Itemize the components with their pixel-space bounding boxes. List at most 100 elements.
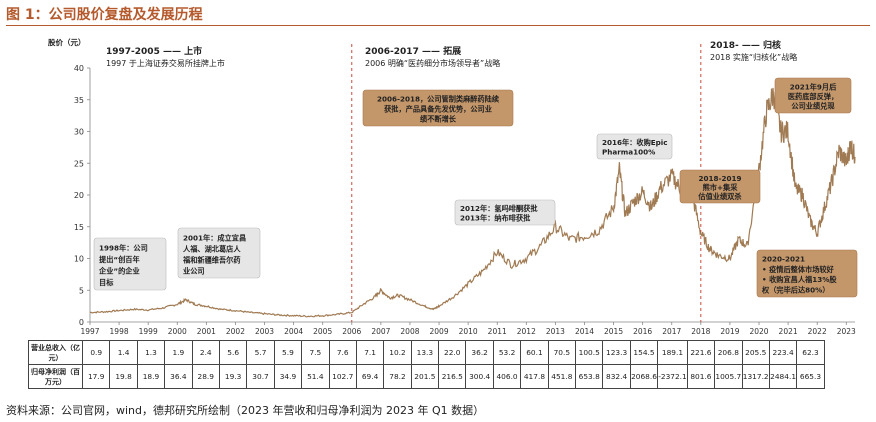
revenue-cell: 1.4: [109, 340, 138, 365]
profit-cell: 665.3: [796, 364, 825, 389]
x-tick-label: 2000: [168, 327, 187, 336]
revenue-cell: 5.9: [273, 340, 303, 365]
annotation-text: • 疫情后整体市场较好: [762, 265, 835, 274]
profit-cell: 19.8: [109, 364, 138, 389]
revenue-cell: 62.3: [796, 340, 825, 365]
x-axis: 1997 1998 1999 2000 2001 2002 2003 2004 2005 2006…: [80, 321, 856, 336]
profit-cell: 28.9: [191, 364, 220, 389]
annotation-background: [454, 199, 556, 226]
profit-cell: 34.9: [273, 364, 303, 389]
annotation-text: 医药底部反弹，: [788, 92, 838, 101]
y-axis-label: 股价（元）: [48, 37, 86, 47]
annotation-text: 1998年：公司: [99, 244, 148, 253]
phase-description: 1997 于上海证券交易所挂牌上市: [106, 58, 225, 68]
source-note: 资料来源：公司官网，wind，德邦研究所绘制（2023 年营收和归母净利润为 2…: [6, 404, 485, 417]
profit-cell: 406.0: [492, 364, 522, 389]
x-tick-label: 2022: [808, 327, 827, 336]
revenue-cell: 205.5: [741, 340, 770, 365]
annotation-text: 2001年：成立宜昌: [183, 233, 246, 242]
revenue-cell: 2.4: [191, 340, 220, 365]
profit-cell: 417.8: [520, 364, 549, 389]
table-row-revenue: 营业总收入（亿元） 0.9 1.4 1.3 1.9 2.4 5.6 5.7 5.9 7.5 7.6…: [28, 340, 825, 365]
x-tick-label: 2008: [400, 327, 419, 336]
annotation-background: [596, 133, 673, 160]
revenue-cell: 221.6: [686, 340, 716, 365]
y-tick-label: 30: [74, 128, 84, 137]
revenue-cell: 123.3: [602, 340, 631, 365]
annotation-text: 2006-2018，公司管制类麻醉药陆续: [377, 95, 500, 104]
annotations: 1998年：公司提出“创百年企业”的企业目标2001年：成立宜昌人福、湖北葛店人…: [93, 77, 858, 298]
x-tick-label: 2023: [837, 327, 856, 336]
profit-cell: 801.6: [686, 364, 716, 389]
table-row-profit: 归母净利润（百万元） 17.9 19.8 18.9 36.4 28.9 19.3 30.7 3…: [28, 364, 825, 389]
annotation-text: 绩不断增长: [420, 115, 457, 124]
profit-cell: 201.5: [410, 364, 440, 389]
revenue-cell: 206.8: [714, 340, 743, 365]
annotation-text: 权（完毕后达80%）: [761, 285, 830, 294]
annotation-text: Pharma100%: [602, 148, 655, 157]
phase-dividers: [351, 44, 702, 322]
financial-table: 营业总收入（亿元） 0.9 1.4 1.3 1.9 2.4 5.6 5.7 5.9 7.5 7.6…: [28, 340, 825, 389]
revenue-cell: 70.5: [547, 340, 577, 365]
y-tick-label: 10: [74, 255, 84, 264]
annotation-text: 熊市+集采: [703, 183, 739, 192]
x-tick-label: 2006: [342, 327, 361, 336]
annotation-text: 2016年：收购Epic: [602, 138, 668, 147]
profit-cell: 78.2: [383, 364, 412, 389]
revenue-cell: 100.5: [575, 340, 604, 365]
profit-cell: -2372.1: [657, 364, 688, 389]
revenue-cell: 1.9: [164, 340, 193, 365]
y-tick-label: 25: [74, 159, 84, 168]
x-tick-label: 1997: [80, 327, 99, 336]
y-tick-label: 15: [74, 223, 84, 232]
annotation-text: 2018-2019: [699, 174, 742, 183]
y-tick-label: 20: [74, 191, 84, 200]
profit-cell: 832.4: [602, 364, 631, 389]
profit-cell: 51.4: [301, 364, 330, 389]
stock-price-chart: 股价（元） 0 5 10 15 20 25 30 35 40 1997 1998 1999 2000 2…: [48, 37, 858, 336]
profit-cell: 30.7: [246, 364, 275, 389]
profit-cell: 19.3: [218, 364, 248, 389]
y-tick-label: 40: [74, 64, 84, 73]
profit-cell: 18.9: [136, 364, 166, 389]
title-divider: [6, 25, 870, 26]
x-tick-label: 2017: [662, 327, 681, 336]
revenue-cell: 7.5: [301, 340, 330, 365]
annotation-text: 福和新疆维吾尔药: [182, 255, 241, 264]
revenue-cell: 13.3: [410, 340, 440, 365]
profit-cell: 102.7: [328, 364, 357, 389]
x-tick-label: 2018: [691, 327, 710, 336]
annotation-text: 公司业绩兑现: [791, 102, 835, 111]
annotation-text: 获批，产品具备先发优势，公司业: [383, 105, 492, 114]
x-tick-label: 2015: [604, 327, 623, 336]
x-tick-label: 1998: [110, 327, 129, 336]
x-tick-label: 2021: [779, 327, 798, 336]
annotation-background: [93, 237, 167, 291]
x-tick-label: 2016: [633, 327, 652, 336]
profit-cell: 36.4: [164, 364, 193, 389]
revenue-cell: 5.6: [218, 340, 248, 365]
x-tick-label: 2002: [226, 327, 245, 336]
revenue-cell: 60.1: [520, 340, 549, 365]
annotation-background: [756, 249, 858, 298]
revenue-cell: 7.1: [355, 340, 385, 365]
x-tick-label: 2009: [430, 327, 449, 336]
annotation-background: [679, 169, 761, 204]
revenue-cell: 10.2: [383, 340, 412, 365]
x-tick-label: 2003: [255, 327, 274, 336]
profit-cell: 653.8: [575, 364, 604, 389]
revenue-cell: 1.3: [136, 340, 166, 365]
annotation-text: 2013年：纳布啡获批: [460, 214, 531, 223]
y-tick-label: 35: [74, 96, 84, 105]
profit-cell: 2484.1: [768, 364, 798, 389]
x-tick-label: 2011: [488, 327, 507, 336]
profit-cell: 69.4: [355, 364, 385, 389]
annotation-text: 2012年：氢吗啡酮获批: [460, 204, 538, 213]
annotation-text: 企业”的企业: [98, 267, 140, 276]
x-tick-label: 2020: [749, 327, 768, 336]
revenue-cell: 223.4: [768, 340, 798, 365]
